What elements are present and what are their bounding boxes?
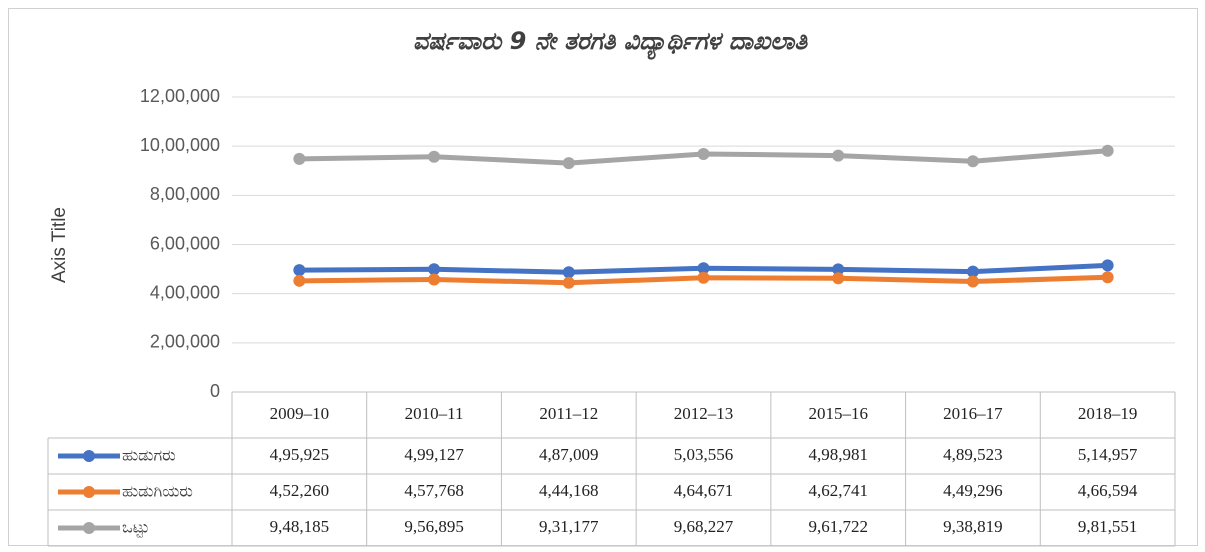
x-tick-label: 2018–19 xyxy=(1078,404,1138,423)
x-tick-label: 2011–12 xyxy=(539,404,598,423)
point xyxy=(428,263,441,276)
point xyxy=(428,273,441,286)
table-value: 9,31,177 xyxy=(539,517,599,536)
table-value: 4,62,741 xyxy=(808,481,868,500)
legend-marker xyxy=(83,486,95,498)
legend-label: ಹುಡುಗರು xyxy=(122,446,176,465)
table-value: 4,52,260 xyxy=(270,481,330,500)
table-value: 4,64,671 xyxy=(674,481,734,500)
point xyxy=(697,262,710,275)
table-value: 4,95,925 xyxy=(270,445,330,464)
table-value: 4,44,168 xyxy=(539,481,599,500)
point xyxy=(1101,259,1114,272)
point xyxy=(1101,271,1114,284)
chart-border xyxy=(8,8,1198,546)
point xyxy=(1101,144,1114,157)
table-value: 4,98,981 xyxy=(808,445,868,464)
point xyxy=(832,149,845,162)
table-value: 5,03,556 xyxy=(674,445,734,464)
point xyxy=(428,150,441,163)
table-value: 9,81,551 xyxy=(1078,517,1138,536)
point xyxy=(966,155,979,168)
x-tick-label: 2016–17 xyxy=(943,404,1003,423)
point xyxy=(293,152,306,165)
point xyxy=(832,263,845,276)
y-tick-label: 8,00,000 xyxy=(150,184,220,204)
legend-marker xyxy=(83,450,95,462)
legend-label: ಹುಡುಗಿಯರು xyxy=(122,482,193,501)
table-value: 9,61,722 xyxy=(808,517,868,536)
table-value: 4,66,594 xyxy=(1078,481,1138,500)
y-tick-label: 4,00,000 xyxy=(150,282,220,302)
y-tick-label: 6,00,000 xyxy=(150,233,220,253)
y-tick-label: 12,00,000 xyxy=(140,86,220,106)
y-tick-label: 10,00,000 xyxy=(140,135,220,155)
x-tick-label: 2010–11 xyxy=(405,404,464,423)
table-value: 4,57,768 xyxy=(404,481,464,500)
table-value: 9,48,185 xyxy=(270,517,330,536)
table-value: 4,87,009 xyxy=(539,445,599,464)
point xyxy=(562,276,575,289)
point xyxy=(293,264,306,277)
point xyxy=(562,266,575,279)
table-value: 9,68,227 xyxy=(674,517,734,536)
x-tick-label: 2015–16 xyxy=(808,404,868,423)
y-tick-label: 0 xyxy=(210,381,220,401)
chart-title: ವರ್ಷವಾರು 9 ನೇ ತರಗತಿ ವಿದ್ಯಾರ್ಥಿಗಳ ದಾಖಲಾತಿ xyxy=(413,27,808,60)
table-value: 4,49,296 xyxy=(943,481,1003,500)
legend-label: ಒಟ್ಟು xyxy=(122,518,149,539)
point xyxy=(832,272,845,285)
table-value: 4,89,523 xyxy=(943,445,1003,464)
x-tick-label: 2012–13 xyxy=(674,404,734,423)
table-value: 9,38,819 xyxy=(943,517,1003,536)
table-value: 4,99,127 xyxy=(404,445,464,464)
point xyxy=(697,271,710,284)
legend-marker xyxy=(83,522,95,534)
y-axis-title: Axis Title xyxy=(49,207,70,283)
point xyxy=(293,274,306,287)
point xyxy=(562,157,575,170)
x-tick-label: 2009–10 xyxy=(270,404,330,423)
point xyxy=(966,275,979,288)
point xyxy=(966,265,979,278)
y-tick-label: 2,00,000 xyxy=(150,332,220,352)
point xyxy=(697,147,710,160)
table-value: 9,56,895 xyxy=(404,517,464,536)
table-value: 5,14,957 xyxy=(1078,445,1138,464)
